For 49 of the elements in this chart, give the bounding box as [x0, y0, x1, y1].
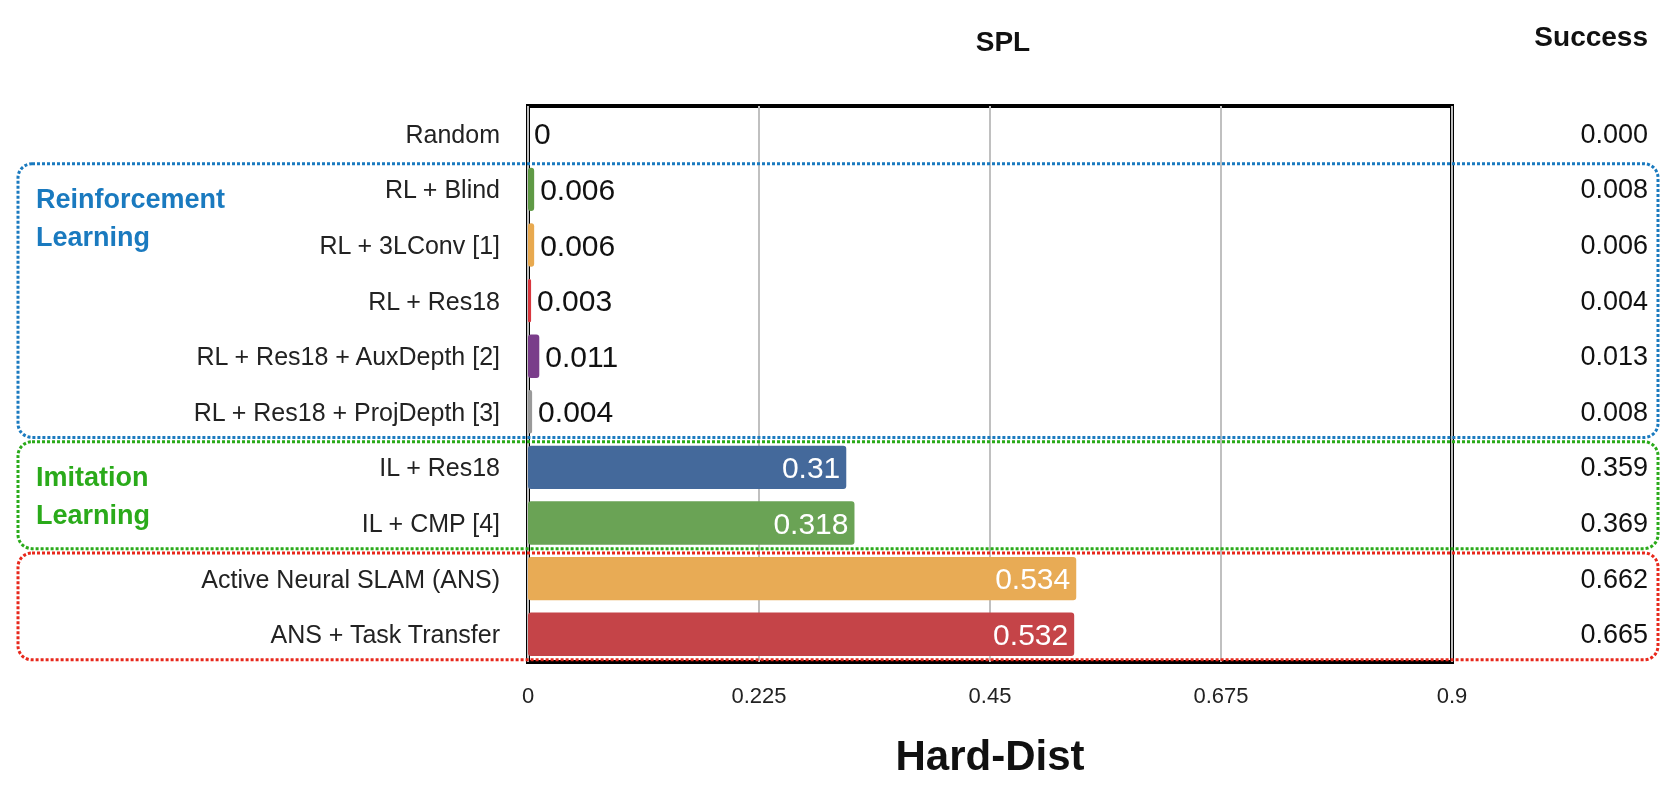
bar: [528, 167, 535, 212]
data-label: 0: [534, 117, 551, 151]
y-tick-label: ANS + Task Transfer: [270, 620, 500, 649]
bar: [528, 501, 855, 545]
x-tick-label: 0: [521, 682, 535, 708]
text: Success: [1534, 20, 1648, 52]
text: 0.013: [1580, 341, 1648, 372]
y-tick-label: Active Neural SLAM (ANS): [201, 564, 500, 593]
y-tick-label: IL + CMP [4]: [361, 509, 500, 537]
bar: [528, 390, 533, 434]
text: 0.359: [1580, 452, 1648, 483]
y-tick-label: IL + Res18: [379, 453, 500, 482]
bar: [528, 278, 532, 323]
x-tick-label: 0.225: [731, 682, 787, 708]
data-label: 0.534: [995, 562, 1071, 596]
bar: [528, 223, 535, 267]
chart-title: SPL: [975, 25, 1031, 57]
y-tick-label: RL + Res18 + AuxDepth [2]: [196, 342, 500, 371]
text: 0.008: [1580, 174, 1648, 205]
data-label: 0.31: [781, 450, 841, 484]
text: 0.004: [1580, 285, 1648, 316]
data-label: 0.004: [538, 395, 614, 429]
text: Imitation Learning: [36, 461, 156, 530]
data-label: 0.006: [540, 172, 616, 206]
data-label: 0.006: [540, 228, 616, 262]
text: 0.008: [1580, 396, 1648, 427]
data-label: 0.003: [537, 284, 613, 318]
y-tick-label: RL + Blind: [384, 175, 500, 204]
bar: [528, 556, 1077, 601]
text: 0.006: [1580, 230, 1648, 260]
text: 0.665: [1580, 619, 1648, 650]
bar: [528, 334, 540, 378]
x-axis-title: Hard-Dist: [895, 731, 1085, 779]
y-tick-label: RL + 3LConv [1]: [319, 231, 500, 259]
x-tick-label: 0.9: [1436, 682, 1468, 708]
text: 0.369: [1580, 508, 1648, 538]
x-tick-label: 0.45: [968, 682, 1012, 708]
text: 0.000: [1580, 118, 1648, 149]
y-tick-label: RL + Res18: [368, 286, 500, 315]
text: 0.662: [1580, 563, 1648, 594]
data-label: 0.532: [993, 617, 1069, 651]
data-label: 0.011: [545, 339, 619, 373]
text: Reinforcement Learning: [36, 183, 233, 252]
bar: [528, 445, 847, 490]
bar: [528, 612, 1075, 656]
data-label: 0.318: [773, 506, 849, 540]
x-tick-label: 0.675: [1193, 682, 1249, 708]
y-tick-label: Random: [405, 119, 500, 148]
y-tick-label: RL + Res18 + ProjDepth [3]: [193, 397, 500, 426]
